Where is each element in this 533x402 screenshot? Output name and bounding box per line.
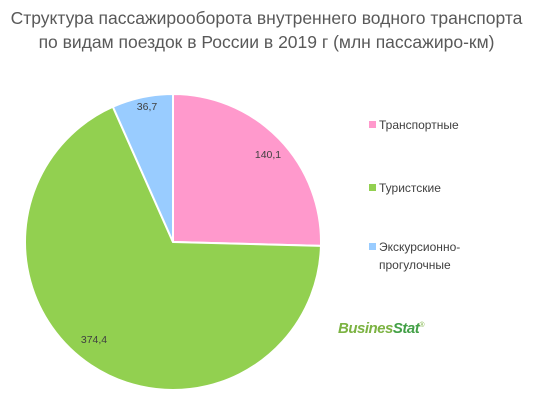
pie-slice: [111, 92, 174, 243]
legend-swatch: [369, 121, 376, 128]
chart-title-line-1: Структура пассажирооборота внутреннего в…: [10, 8, 523, 28]
legend-label: Экскурсионно-прогулочные: [379, 240, 461, 272]
slice-value-label: 140,1: [255, 149, 281, 161]
legend-swatch: [369, 243, 376, 250]
businesstat-logo: BusinesStat®: [338, 320, 424, 337]
pie-slice: [24, 105, 322, 391]
pie-slice: [172, 92, 322, 247]
chart-title: Структура пассажирооборота внутреннего в…: [0, 6, 533, 54]
slice-value-label: 36,7: [137, 101, 158, 113]
legend-label: Туристские: [379, 181, 441, 195]
legend-swatch: [369, 184, 376, 191]
slice-value-label: 374,4: [81, 334, 107, 346]
chart-title-line-2: по видам поездок в России в 2019 г (млн …: [38, 32, 495, 52]
legend-label: Транспортные: [379, 118, 459, 132]
